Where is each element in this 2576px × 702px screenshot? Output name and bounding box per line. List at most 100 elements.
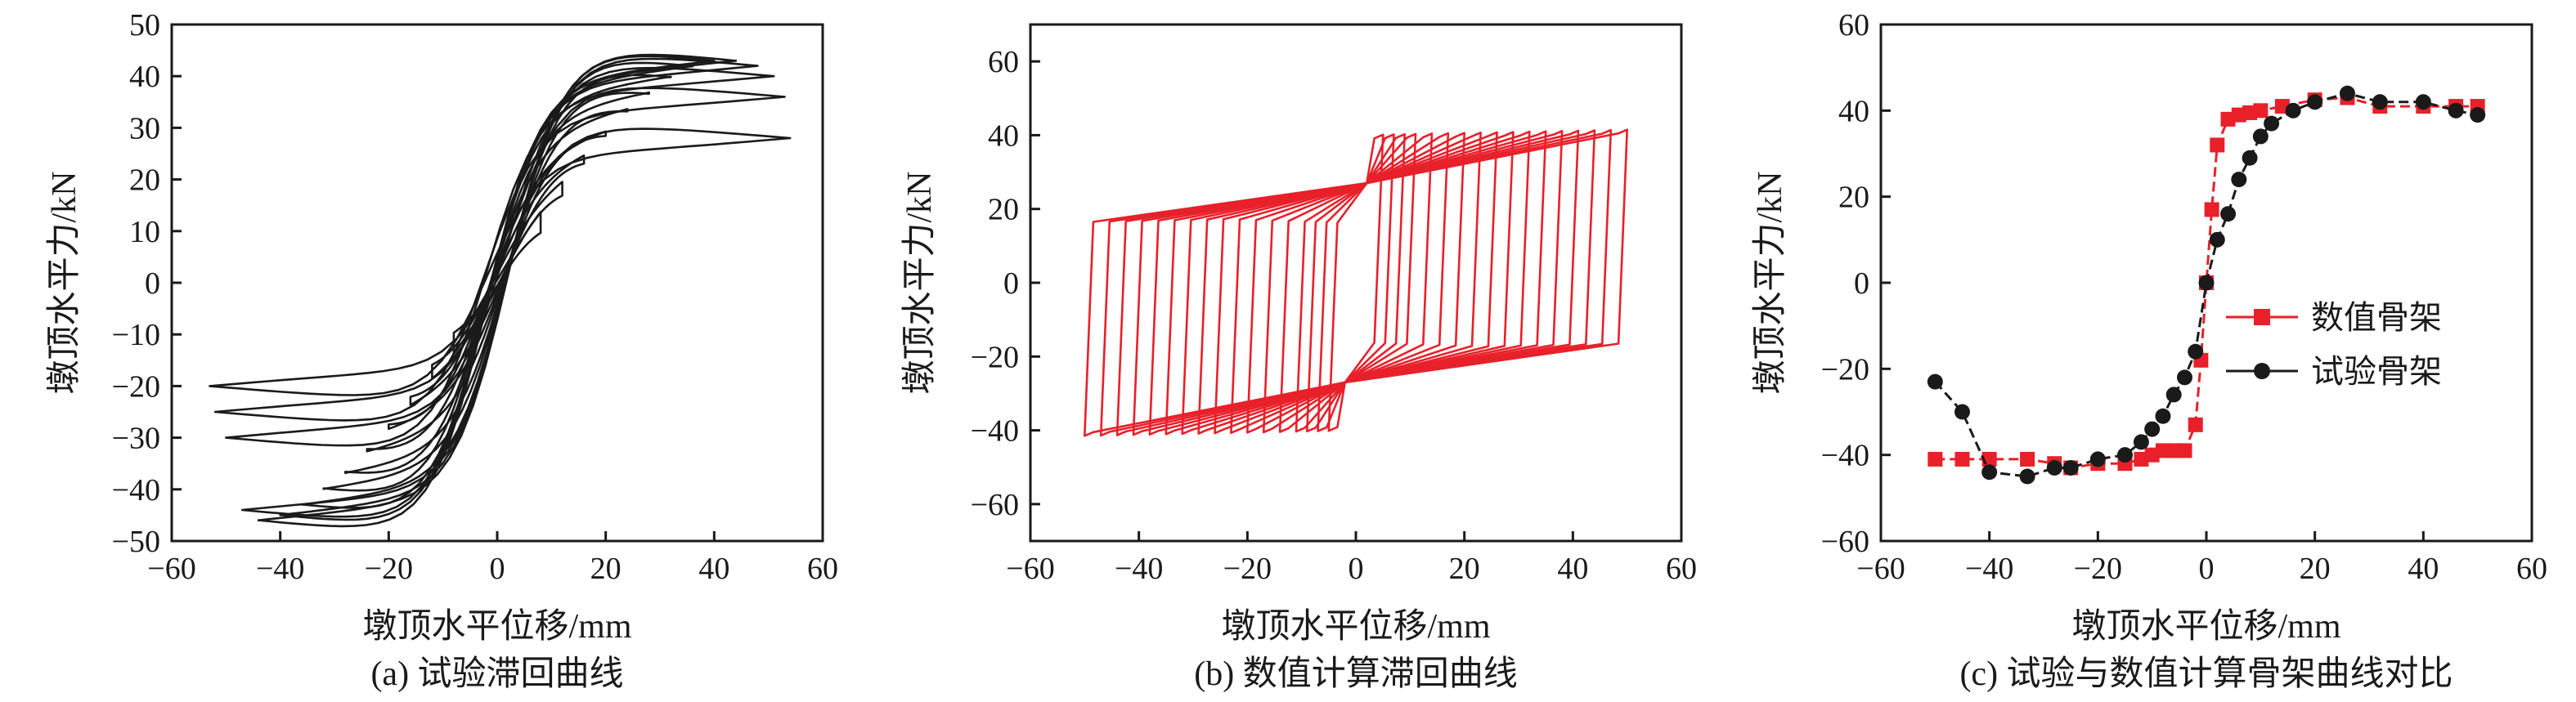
y-tick-label: 60 [1838, 8, 1869, 42]
hysteresis-loop [1181, 130, 1531, 436]
panel-c-caption: (c) 试验与数值计算骨架曲线对比 [1959, 655, 2453, 693]
y-tick-label: 50 [129, 8, 160, 42]
data-point-test [2046, 459, 2062, 476]
x-tick-label: −60 [1856, 552, 1905, 586]
panel-b-ylabel: 墩顶水平力/kN [901, 171, 939, 394]
data-point-test [2176, 369, 2192, 386]
hysteresis-loop [1214, 131, 1498, 435]
data-point-test [1981, 464, 1998, 481]
data-point-test [2231, 172, 2247, 188]
y-tick-label: 40 [988, 118, 1019, 153]
x-tick-label: 0 [2199, 552, 2215, 586]
panel-c-curves [1927, 85, 2486, 485]
y-tick-label: 30 [129, 111, 160, 145]
y-tick-label: 10 [129, 215, 160, 249]
data-point-test [2242, 150, 2258, 166]
data-point-test [2470, 107, 2486, 123]
data-point-test [1927, 373, 1943, 390]
x-tick-label: −20 [1223, 552, 1272, 586]
y-tick-label: −30 [112, 422, 160, 456]
data-point-test [2198, 275, 2215, 291]
data-point-test [2165, 387, 2182, 403]
hysteresis-loop [1246, 132, 1465, 434]
panel-a-ticks: −60 −40 −20 0 20 40 60 −50 −40 −30 −20 −10 0 10 20 30 40… [112, 8, 838, 586]
panel-c-skeleton-comparison: −60 −40 −20 0 20 40 60 −60 −40 −20 0 20 40 60 数值骨架 试验… [1752, 8, 2547, 693]
data-point-test [2339, 85, 2355, 101]
hysteresis-loop [240, 57, 759, 518]
hysteresis-loop [1295, 132, 1417, 433]
x-tick-label: −60 [1006, 552, 1054, 586]
panel-c-ticks: −60 −40 −20 0 20 40 60 −60 −40 −20 0 20 40 60 [1821, 8, 2547, 586]
x-tick-label: 60 [2516, 552, 2547, 586]
x-tick-label: 60 [1666, 552, 1697, 586]
data-point-numerical [1954, 451, 1970, 467]
hysteresis-loop [1306, 132, 1406, 433]
data-point-test [2415, 94, 2431, 110]
data-point-test [2019, 468, 2035, 485]
x-tick-label: 40 [2408, 552, 2439, 586]
data-point-numerical [2177, 443, 2192, 458]
hysteresis-loop [1165, 130, 1547, 436]
x-tick-label: −40 [1115, 552, 1163, 586]
x-tick-label: −20 [2074, 552, 2122, 586]
y-tick-label: 20 [129, 163, 160, 198]
hysteresis-loop [1099, 128, 1613, 437]
y-tick-label: 0 [1854, 266, 1869, 301]
data-point-test [2155, 408, 2171, 424]
x-tick-label: −40 [256, 552, 304, 586]
panel-a-curves [209, 53, 792, 528]
data-point-test [2372, 94, 2388, 110]
panel-c-xlabel: 墩顶水平位移/mm [2071, 607, 2340, 646]
data-point-numerical [2020, 451, 2035, 467]
data-point-test [2089, 451, 2106, 467]
hysteresis-loop [1230, 132, 1482, 434]
x-tick-label: −40 [1965, 552, 2013, 586]
panel-a-hysteresis-test: −60 −40 −20 0 20 40 60 −50 −40 −30 −20 −10 0 10 20 30 40… [46, 8, 838, 693]
panel-c-legend: 数值骨架 试验骨架 [2226, 299, 2442, 390]
panel-a-xlabel: 墩顶水平位移/mm [362, 607, 631, 646]
y-tick-label: 0 [145, 266, 160, 301]
panel-a-ylabel: 墩顶水平力/kN [46, 171, 83, 394]
panel-b-caption: (b) 数值计算滞回曲线 [1194, 655, 1517, 693]
y-tick-label: −20 [112, 369, 160, 404]
y-tick-label: −40 [971, 414, 1019, 449]
y-tick-label: −60 [1821, 525, 1869, 559]
y-tick-label: −40 [1821, 439, 1869, 473]
data-point-test [2188, 343, 2204, 360]
y-tick-label: −40 [112, 473, 160, 507]
data-point-numerical [2188, 417, 2203, 432]
y-tick-label: 0 [1003, 266, 1019, 301]
legend-label-numerical: 数值骨架 [2311, 299, 2442, 336]
x-tick-label: 0 [1349, 552, 1364, 586]
legend-label-test: 试验骨架 [2311, 353, 2442, 390]
panel-c-ylabel: 墩顶水平力/kN [1752, 171, 1789, 394]
data-point-test [2117, 447, 2133, 463]
data-point-test [2062, 459, 2079, 476]
legend-marker-numerical [2254, 309, 2270, 325]
x-tick-label: 20 [1449, 552, 1480, 586]
panel-b-ticks: −60 −40 −20 0 20 40 60 −60 −40 −20 0 20 40 60 [971, 45, 1697, 586]
y-tick-label: −50 [112, 525, 160, 559]
hysteresis-loop [1327, 133, 1384, 432]
hysteresis-loop [213, 87, 786, 422]
hysteresis-loop [1084, 128, 1628, 437]
legend-marker-test [2254, 363, 2270, 379]
panel-b-xlabel: 墩顶水平位移/mm [1221, 607, 1490, 646]
x-tick-label: 40 [698, 552, 729, 586]
x-tick-label: 0 [490, 552, 505, 586]
data-point-test [1954, 404, 1970, 420]
panel-a-caption: (a) 试验滞回曲线 [370, 655, 623, 693]
x-tick-label: 20 [2300, 552, 2331, 586]
data-point-test [2448, 102, 2464, 118]
panel-b-plot-frame [1029, 23, 1683, 543]
data-point-numerical [2204, 202, 2219, 217]
hysteresis-loop [279, 55, 716, 521]
y-tick-label: −10 [112, 318, 160, 352]
data-point-test [2220, 206, 2237, 222]
hysteresis-loop [1317, 133, 1395, 432]
panel-b-curves [1084, 128, 1628, 437]
data-point-test [2285, 102, 2301, 118]
y-tick-label: 40 [129, 60, 160, 94]
y-tick-label: 20 [1838, 181, 1869, 215]
